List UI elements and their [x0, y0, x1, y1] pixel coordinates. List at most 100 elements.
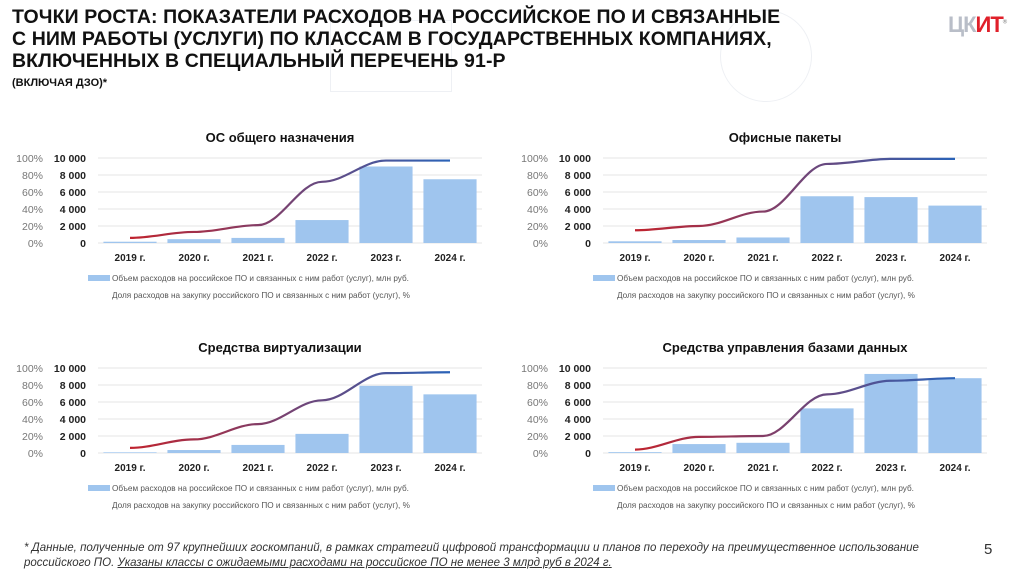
y2-tick-label: 0%: [28, 238, 43, 250]
page-subtitle: (ВКЛЮЧАЯ ДЗО)*: [12, 77, 108, 89]
footnote: * Данные, полученные от 97 крупнейших го…: [24, 541, 954, 571]
title-line: ВКЛЮЧЕННЫХ В СПЕЦИАЛЬНЫЙ ПЕРЕЧЕНЬ 91-Р: [12, 50, 506, 72]
y-tick-label: 6 000: [565, 187, 591, 199]
y-tick-label: 8 000: [60, 380, 86, 392]
bar: [928, 205, 982, 243]
y2-tick-label: 0%: [533, 448, 548, 460]
chart-svg: ОС общего назначения 0% 0 20% 2 000 40% 4 000 6…: [16, 130, 482, 300]
y2-tick-label: 20%: [22, 221, 43, 233]
title-line: С НИМ РАБОТЫ (УСЛУГИ) ПО КЛАССАМ В ГОСУД…: [12, 28, 772, 50]
x-tick-label: 2023 г.: [371, 463, 402, 474]
share-line: [129, 159, 450, 239]
y-tick-label: 10 000: [54, 363, 86, 375]
chart-os: ОС общего назначения 0% 0 20% 2 000 40% 4 000 6…: [0, 120, 500, 310]
y-tick-label: 2 000: [565, 221, 591, 233]
x-tick-label: 2022 г.: [307, 463, 338, 474]
y2-tick-label: 20%: [22, 431, 43, 443]
logo-text: ИТ: [975, 12, 1004, 37]
x-tick-label: 2020 г.: [684, 253, 715, 264]
y2-tick-label: 80%: [22, 380, 43, 392]
x-tick-label: 2024 г.: [940, 463, 971, 474]
bar: [423, 179, 477, 243]
bar: [608, 452, 662, 453]
chart-dbms: Средства управления базами данных 0% 0 20% 2…: [505, 330, 1005, 520]
chart-svg: Средства виртуализации 0% 0 20% 2 000 40% 4 00…: [16, 340, 482, 510]
y-tick-label: 2 000: [60, 221, 86, 233]
bar: [736, 237, 790, 243]
y-tick-label: 0: [585, 238, 591, 250]
legend-bar-swatch: [88, 485, 110, 491]
background-decoration: [720, 10, 812, 102]
share-line: [634, 377, 956, 451]
legend-line-label: Доля расходов на закупку российского ПО …: [112, 291, 410, 300]
bar: [359, 166, 413, 243]
page-title: ТОЧКИ РОСТА: ПОКАЗАТЕЛИ РАСХОДОВ НА РОСС…: [12, 6, 780, 72]
y2-tick-label: 60%: [22, 187, 43, 199]
y-tick-label: 0: [80, 448, 86, 460]
bar: [295, 433, 349, 453]
y2-tick-label: 40%: [527, 204, 548, 216]
bar: [928, 378, 982, 453]
share-line: [634, 157, 955, 232]
y2-tick-label: 80%: [527, 170, 548, 182]
legend-line-label: Доля расходов на закупку российского ПО …: [112, 501, 410, 510]
x-tick-label: 2019 г.: [620, 253, 651, 264]
y-tick-label: 8 000: [60, 170, 86, 182]
page-number: 5: [984, 541, 993, 558]
bar: [423, 394, 477, 453]
bar: [736, 442, 790, 453]
y-tick-label: 4 000: [60, 414, 86, 426]
x-tick-label: 2023 г.: [876, 253, 907, 264]
legend-line-label: Доля расходов на закупку российского ПО …: [617, 291, 915, 300]
x-tick-label: 2021 г.: [243, 463, 274, 474]
y2-tick-label: 80%: [527, 380, 548, 392]
bar: [864, 197, 918, 243]
x-tick-label: 2022 г.: [812, 463, 843, 474]
bar: [295, 220, 349, 243]
x-tick-label: 2023 г.: [876, 463, 907, 474]
legend-bar-label: Объем расходов на российское ПО и связан…: [112, 484, 409, 493]
y-tick-label: 6 000: [60, 397, 86, 409]
y2-tick-label: 80%: [22, 170, 43, 182]
x-tick-label: 2021 г.: [748, 463, 779, 474]
y-tick-label: 0: [585, 448, 591, 460]
y2-tick-label: 0%: [533, 238, 548, 250]
x-tick-label: 2020 г.: [684, 463, 715, 474]
chart-virtualization: Средства виртуализации 0% 0 20% 2 000 40% 4 00…: [0, 330, 500, 520]
y-tick-label: 2 000: [60, 431, 86, 443]
y2-tick-label: 60%: [527, 187, 548, 199]
y2-tick-label: 100%: [521, 153, 548, 165]
chart-svg: Средства управления базами данных 0% 0 20% 2…: [521, 340, 987, 510]
chart-title: Офисные пакеты: [729, 130, 842, 145]
legend-bar-swatch: [593, 485, 615, 491]
y2-tick-label: 40%: [527, 414, 548, 426]
x-tick-label: 2021 г.: [243, 253, 274, 264]
y-tick-label: 4 000: [565, 204, 591, 216]
bar: [231, 237, 285, 243]
bar: [800, 196, 854, 243]
y2-tick-label: 100%: [16, 363, 43, 375]
y-tick-label: 8 000: [565, 170, 591, 182]
x-tick-label: 2024 г.: [940, 253, 971, 264]
bar: [167, 239, 221, 243]
y-tick-label: 6 000: [565, 397, 591, 409]
y2-tick-label: 20%: [527, 431, 548, 443]
chart-svg: Офисные пакеты 0% 0 20% 2 000 40% 4 000 60% 6 00…: [521, 130, 987, 300]
x-tick-label: 2019 г.: [620, 463, 651, 474]
x-tick-label: 2024 г.: [435, 253, 466, 264]
footnote-underlined: Указаны классы с ожидаемыми расходами на…: [117, 557, 612, 569]
bar: [800, 408, 854, 453]
footnote-text: * Данные, полученные от 97 крупнейших го…: [24, 542, 919, 569]
y-tick-label: 6 000: [60, 187, 86, 199]
y-tick-label: 0: [80, 238, 86, 250]
bar: [608, 241, 662, 243]
y-tick-label: 4 000: [565, 414, 591, 426]
x-tick-label: 2020 г.: [179, 253, 210, 264]
chart-title: Средства управления базами данных: [662, 340, 908, 355]
y2-tick-label: 40%: [22, 204, 43, 216]
y-tick-label: 10 000: [54, 153, 86, 165]
y-tick-label: 4 000: [60, 204, 86, 216]
y-tick-label: 10 000: [559, 153, 591, 165]
x-tick-label: 2023 г.: [371, 253, 402, 264]
legend-bar-label: Объем расходов на российское ПО и связан…: [112, 274, 409, 283]
